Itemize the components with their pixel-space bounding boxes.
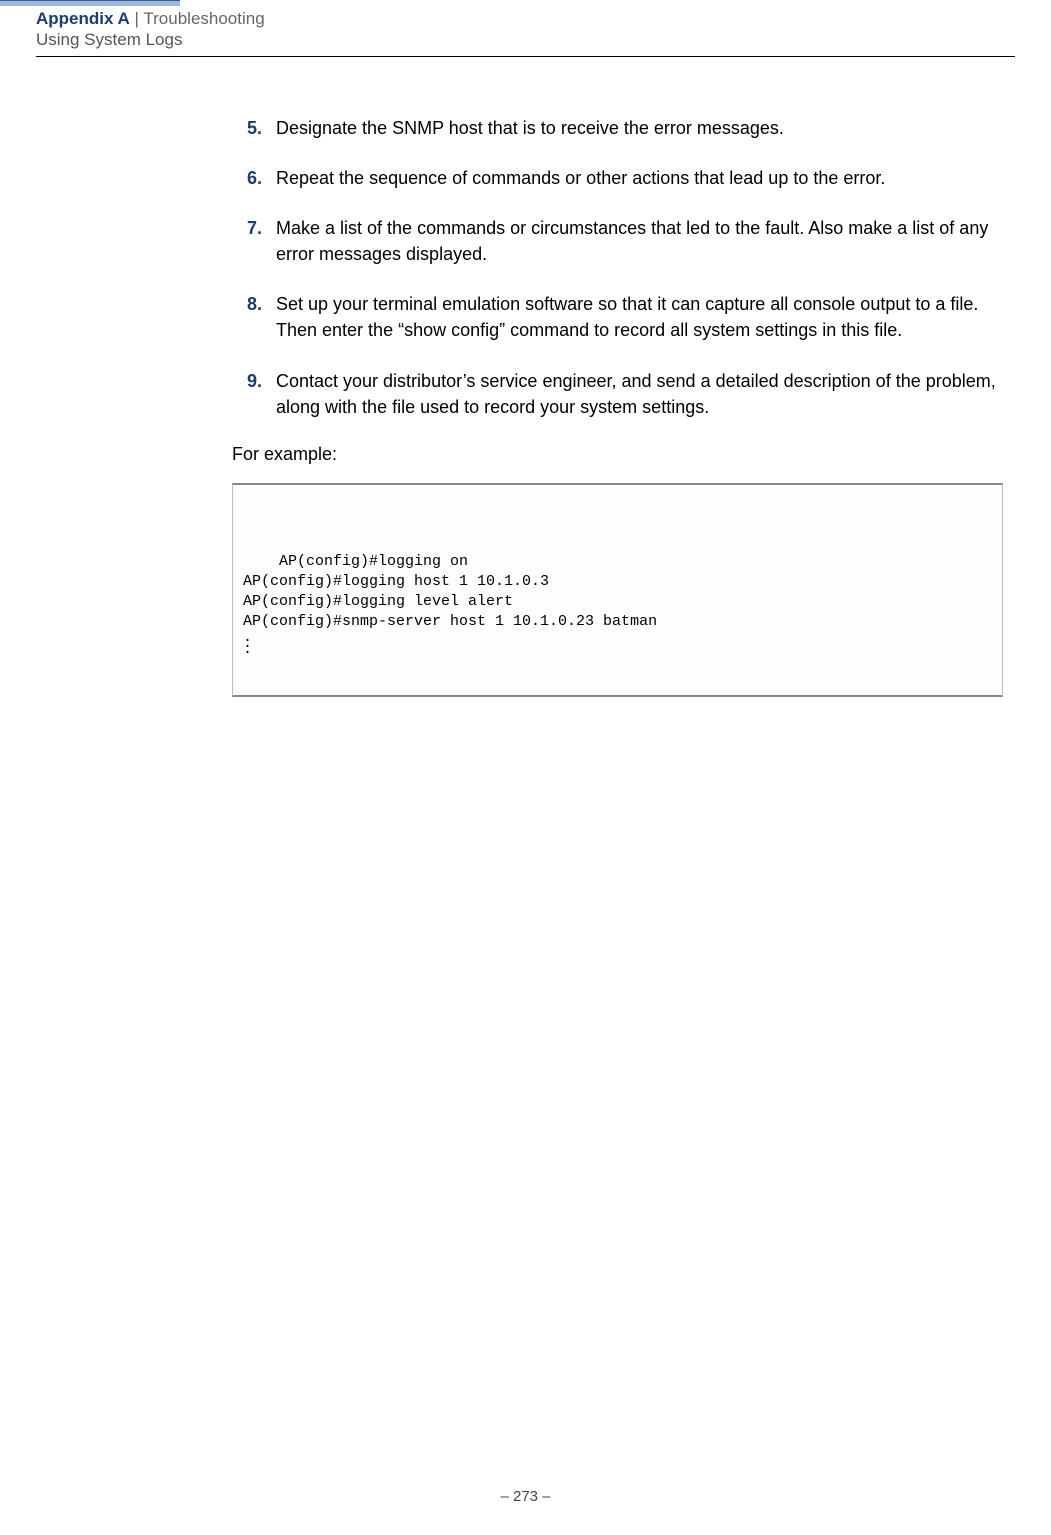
appendix-label: Appendix A	[36, 9, 130, 28]
step-item: 5. Designate the SNMP host that is to re…	[232, 115, 1003, 141]
page-number: – 273 –	[0, 1488, 1051, 1505]
step-number: 6.	[232, 165, 262, 191]
step-item: 6. Repeat the sequence of commands or ot…	[232, 165, 1003, 191]
step-number: 7.	[232, 215, 262, 267]
header-divider	[36, 56, 1015, 57]
step-text: Contact your distributor’s service engin…	[276, 368, 1003, 420]
step-text: Designate the SNMP host that is to recei…	[276, 115, 1003, 141]
step-text: Make a list of the commands or circumsta…	[276, 215, 1003, 267]
code-block: AP(config)#logging on AP(config)#logging…	[232, 483, 1003, 697]
for-example-label: For example:	[232, 444, 1003, 465]
code-corner-br	[995, 689, 1003, 697]
step-number: 8.	[232, 291, 262, 343]
section-title: Troubleshooting	[143, 9, 264, 28]
step-text: Set up your terminal emulation software …	[276, 291, 1003, 343]
step-item: 9. Contact your distributor’s service en…	[232, 368, 1003, 420]
main-content: 5. Designate the SNMP host that is to re…	[232, 115, 1003, 697]
header-line-1: Appendix A | Troubleshooting	[36, 9, 265, 29]
code-corner-tl	[232, 483, 240, 491]
step-item: 8. Set up your terminal emulation softwa…	[232, 291, 1003, 343]
step-item: 7. Make a list of the commands or circum…	[232, 215, 1003, 267]
step-number: 9.	[232, 368, 262, 420]
step-number: 5.	[232, 115, 262, 141]
vertical-dots-icon: . . .	[243, 635, 252, 653]
step-text: Repeat the sequence of commands or other…	[276, 165, 1003, 191]
header-separator: |	[130, 9, 144, 28]
code-content: AP(config)#logging on AP(config)#logging…	[243, 553, 657, 631]
header-accent-bar	[0, 0, 180, 6]
header-subtitle: Using System Logs	[36, 30, 182, 50]
